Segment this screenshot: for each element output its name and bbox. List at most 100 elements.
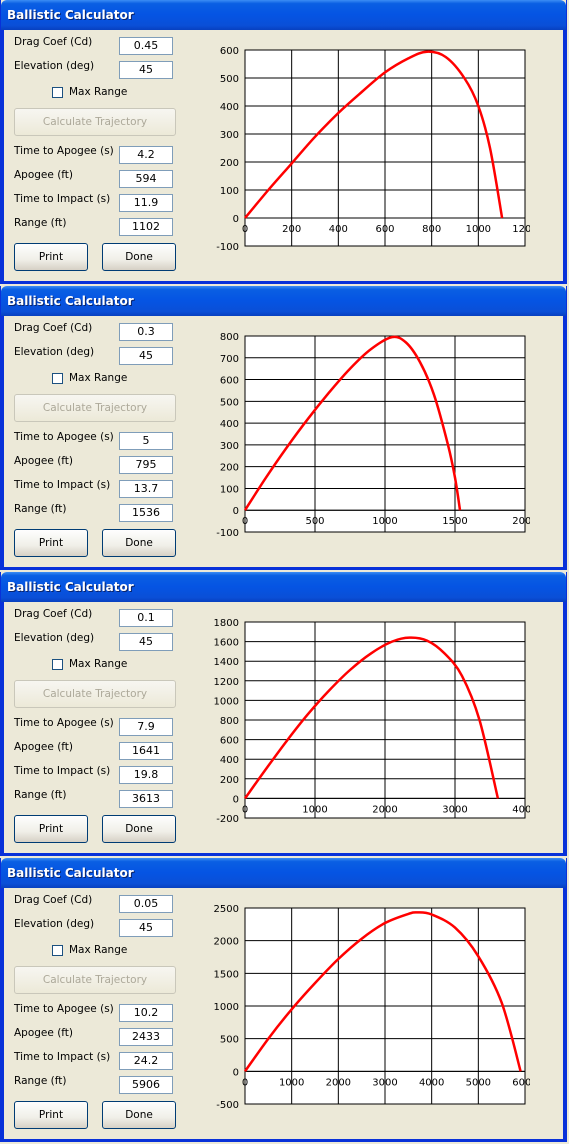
ballistic-calculator-window: Ballistic Calculator Drag Coef (Cd) 0.45… [0, 0, 567, 284]
drag-coef-field[interactable]: 0.05 [119, 895, 173, 913]
elevation-label: Elevation (deg) [14, 60, 95, 72]
y-tick-label: 600 [220, 376, 239, 387]
window-title: Ballistic Calculator [1, 858, 566, 888]
y-tick-label: 1600 [214, 638, 239, 649]
max-range-checkbox[interactable]: Max Range [52, 658, 127, 670]
elevation-field[interactable]: 45 [119, 919, 173, 937]
range-label: Range (ft) [14, 1075, 67, 1087]
x-tick-label: 600 [375, 224, 394, 235]
done-button[interactable]: Done [102, 243, 176, 271]
time-to-apogee-field[interactable]: 4.2 [119, 146, 173, 164]
y-tick-label: 400 [220, 419, 239, 430]
apogee-label: Apogee (ft) [14, 455, 74, 467]
drag-coef-field[interactable]: 0.45 [119, 37, 173, 55]
range-field[interactable]: 1102 [119, 218, 173, 236]
max-range-checkbox[interactable]: Max Range [52, 86, 127, 98]
max-range-checkbox[interactable]: Max Range [52, 372, 127, 384]
apogee-field[interactable]: 594 [119, 170, 173, 188]
max-range-label: Max Range [69, 372, 128, 384]
y-tick-label: 200 [220, 775, 239, 786]
trajectory-line [243, 335, 462, 511]
y-tick-label: 1500 [214, 969, 239, 980]
x-tick-label: 200 [282, 224, 301, 235]
print-button[interactable]: Print [14, 815, 88, 843]
max-range-checkbox[interactable]: Max Range [52, 944, 127, 956]
time-to-impact-label: Time to Impact (s) [14, 1051, 111, 1063]
time-to-impact-field[interactable]: 19.8 [119, 766, 173, 784]
done-button[interactable]: Done [102, 815, 176, 843]
y-tick-label: 2000 [214, 937, 239, 948]
checkbox-box[interactable] [52, 86, 63, 98]
time-to-apogee-field[interactable]: 10.2 [119, 1004, 173, 1022]
trajectory-chart: 01000200030004000-2000200400600800100012… [214, 618, 530, 825]
calculate-trajectory-button[interactable]: Calculate Trajectory [14, 680, 176, 708]
checkbox-box[interactable] [52, 944, 63, 956]
time-to-impact-field[interactable]: 11.9 [119, 194, 173, 212]
x-tick-label: 5000 [466, 1077, 491, 1088]
window-title: Ballistic Calculator [1, 286, 566, 316]
time-to-apogee-field[interactable]: 7.9 [119, 718, 173, 736]
time-to-apogee-label: Time to Apogee (s) [14, 717, 114, 729]
y-tick-label: 0 [233, 794, 239, 805]
x-tick-label: 1000 [279, 1077, 304, 1088]
y-tick-label: 100 [220, 484, 239, 495]
time-to-impact-label: Time to Impact (s) [14, 479, 111, 491]
y-tick-label: 400 [220, 102, 239, 113]
drag-coef-field[interactable]: 0.1 [119, 609, 173, 627]
x-tick-label: 3000 [442, 804, 467, 815]
apogee-label: Apogee (ft) [14, 169, 74, 181]
y-tick-label: 1000 [214, 1002, 239, 1013]
range-field[interactable]: 3613 [119, 790, 173, 808]
print-button[interactable]: Print [14, 529, 88, 557]
done-button[interactable]: Done [102, 529, 176, 557]
y-tick-label: 0 [233, 506, 239, 517]
ballistic-calculator-window: Ballistic Calculator Drag Coef (Cd) 0.05… [0, 858, 567, 1142]
apogee-field[interactable]: 2433 [119, 1028, 173, 1046]
elevation-field[interactable]: 45 [119, 633, 173, 651]
x-tick-label: 2000 [372, 804, 397, 815]
checkbox-box[interactable] [52, 372, 63, 384]
calculate-trajectory-button[interactable]: Calculate Trajectory [14, 966, 176, 994]
max-range-label: Max Range [69, 86, 128, 98]
x-tick-label: 800 [422, 224, 441, 235]
elevation-field[interactable]: 45 [119, 347, 173, 365]
ballistic-calculator-window: Ballistic Calculator Drag Coef (Cd) 0.3 … [0, 286, 567, 570]
trajectory-chart: 0 1000 2000 3000 4000 5000 6000 -500 0 500 1000 150… [214, 904, 530, 1111]
drag-coef-label: Drag Coef (Cd) [14, 322, 93, 334]
trajectory-chart: 020040060080010001200-100010020030040050… [216, 46, 530, 253]
elevation-label: Elevation (deg) [14, 346, 95, 358]
trajectory-line [243, 636, 500, 800]
done-button[interactable]: Done [102, 1101, 176, 1129]
x-tick-label: 1000 [302, 804, 327, 815]
calculate-trajectory-button[interactable]: Calculate Trajectory [14, 394, 176, 422]
drag-coef-field[interactable]: 0.3 [119, 323, 173, 341]
time-to-impact-field[interactable]: 24.2 [119, 1052, 173, 1070]
print-button[interactable]: Print [14, 1101, 88, 1129]
window-title: Ballistic Calculator [1, 572, 566, 602]
trajectory-line [243, 911, 522, 1073]
y-tick-label: 500 [220, 1035, 239, 1046]
range-label: Range (ft) [14, 503, 67, 515]
apogee-field[interactable]: 795 [119, 456, 173, 474]
time-to-apogee-label: Time to Apogee (s) [14, 431, 114, 443]
calculate-trajectory-button[interactable]: Calculate Trajectory [14, 108, 176, 136]
range-field[interactable]: 1536 [119, 504, 173, 522]
drag-coef-label: Drag Coef (Cd) [14, 36, 93, 48]
y-tick-label: 1200 [214, 677, 239, 688]
range-field[interactable]: 5906 [119, 1076, 173, 1094]
time-to-apogee-field[interactable]: 5 [119, 432, 173, 450]
x-tick-label: 1500 [442, 516, 467, 527]
time-to-impact-field[interactable]: 13.7 [119, 480, 173, 498]
time-to-impact-label: Time to Impact (s) [14, 765, 111, 777]
trajectory-chart: 0500100015002000-10001002003004005006007… [216, 332, 530, 539]
time-to-apogee-label: Time to Apogee (s) [14, 1003, 114, 1015]
drag-coef-label: Drag Coef (Cd) [14, 894, 93, 906]
elevation-field[interactable]: 45 [119, 61, 173, 79]
y-tick-label: 600 [220, 736, 239, 747]
apogee-field[interactable]: 1641 [119, 742, 173, 760]
y-tick-label: 400 [220, 755, 239, 766]
print-button[interactable]: Print [14, 243, 88, 271]
y-tick-label: 800 [220, 716, 239, 727]
window-body: Drag Coef (Cd) 0.1 Elevation (deg) 45 Ma… [1, 602, 566, 856]
checkbox-box[interactable] [52, 658, 63, 670]
